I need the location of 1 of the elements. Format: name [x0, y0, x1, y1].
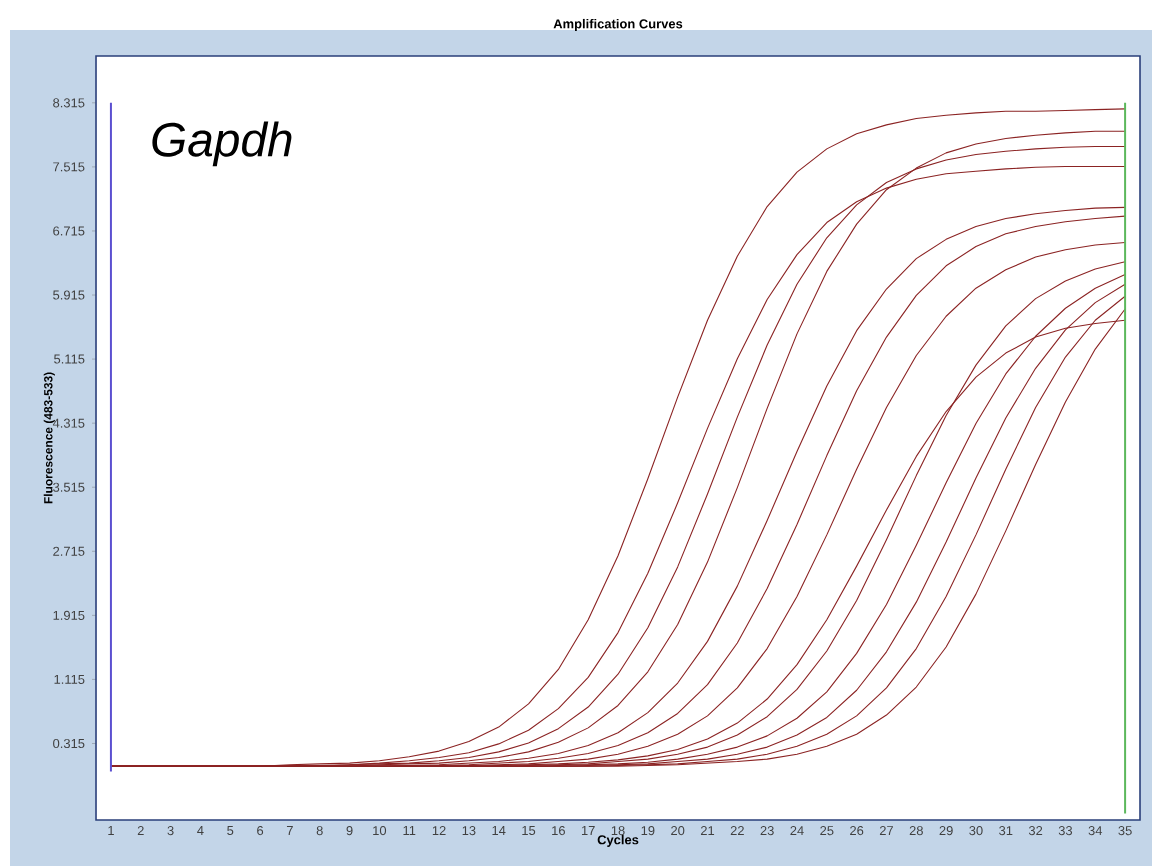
annotation: Gapdh	[152, 121, 292, 167]
